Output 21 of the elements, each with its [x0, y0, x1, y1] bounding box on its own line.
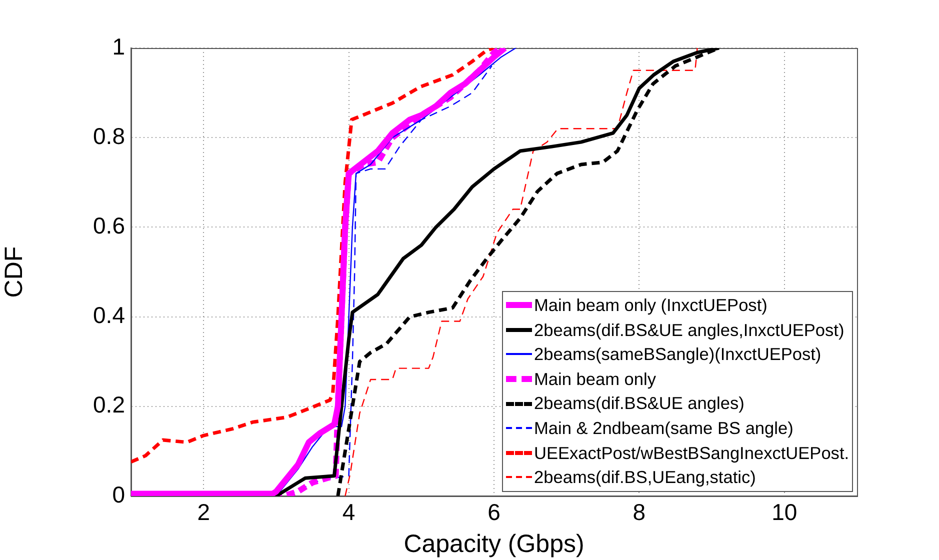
legend-label: UEExactPost/wBestBSangInexctUEPost. [534, 442, 850, 465]
x-tick-label: 10 [772, 499, 798, 526]
x-tick-label: 8 [632, 499, 646, 526]
legend-label: 2beams(dif.BS&UE angles,InxctUEPost) [534, 318, 844, 342]
x-tick-label: 2 [197, 499, 210, 526]
legend-label: 2beams(dif.BS,UEang,static) [534, 466, 756, 490]
y-tick-label: 0.4 [93, 302, 126, 328]
y-axis-title: CDF [0, 246, 28, 298]
legend-label: 2beams(sameBSangle)(InxctUEPost) [534, 343, 822, 366]
x-tick-label: 4 [342, 499, 356, 526]
legend-label: Main beam only [534, 368, 656, 391]
legend-label: Main beam only (InxctUEPost) [534, 294, 768, 317]
y-tick-label: 0.6 [93, 212, 125, 239]
legend-label: 2beams(dif.BS&UE angles) [534, 392, 744, 416]
y-tick-label: 0 [112, 481, 125, 508]
x-axis-title: Capacity (Gbps) [404, 530, 584, 558]
y-tick-label: 0.8 [93, 122, 125, 149]
x-tick-label: 6 [488, 499, 500, 526]
legend-label: Main & 2ndbeam(same BS angle) [534, 416, 794, 440]
y-tick-label: 1 [112, 33, 125, 60]
y-tick-label: 0.2 [93, 392, 125, 418]
